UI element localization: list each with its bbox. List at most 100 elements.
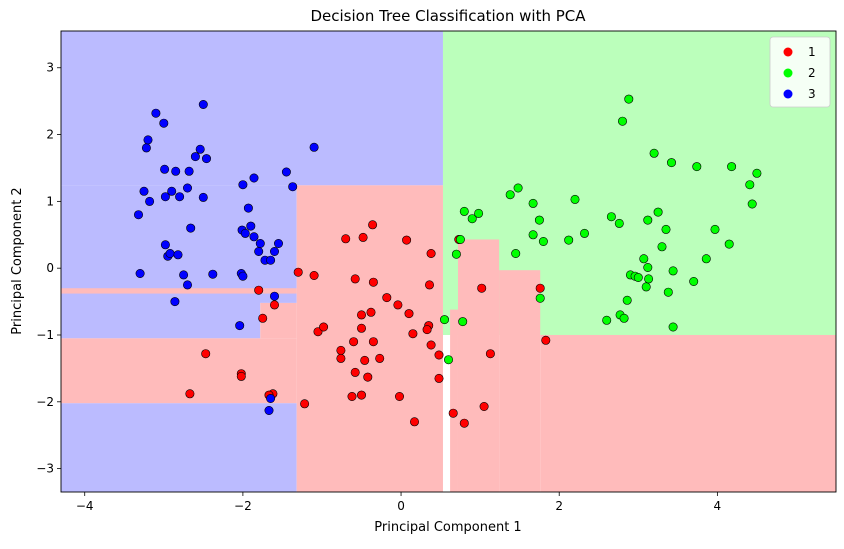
point-class-1 [426,340,436,350]
point-class-2 [606,212,616,222]
point-class-3 [143,135,153,145]
legend-label-2: 2 [808,66,816,80]
point-class-1 [402,235,412,245]
legend-marker-1 [783,47,793,57]
point-class-2 [614,218,624,228]
decision-region-class-1 [540,334,836,492]
point-class-2 [534,215,544,225]
point-class-3 [160,164,170,174]
point-class-3 [183,183,193,193]
decision-region-class-3 [61,31,443,186]
point-class-3 [159,118,169,128]
point-class-1 [434,373,444,383]
y-axis-label: Principal Component 2 [10,187,25,334]
point-class-2 [570,194,580,204]
point-class-3 [135,268,145,278]
point-class-2 [439,315,449,325]
point-class-3 [238,271,248,281]
point-class-3 [170,297,180,307]
point-class-3 [198,192,208,202]
decision-region-class-1 [457,239,500,492]
point-class-2 [689,276,699,286]
point-class-1 [477,283,487,293]
point-class-1 [185,389,195,399]
point-class-3 [198,100,208,110]
point-class-1 [368,220,378,230]
decision-region-class-3 [61,403,297,492]
point-class-1 [424,280,434,290]
decision-region-class-1 [61,288,297,294]
point-class-2 [513,183,523,193]
point-class-1 [269,300,279,310]
point-class-1 [422,325,432,335]
decision-regions [61,31,836,492]
point-class-2 [538,237,548,247]
point-class-2 [528,230,538,240]
point-class-3 [167,186,177,196]
point-class-1 [336,353,346,363]
data-points [134,94,762,428]
y-tick-label: 1 [46,194,54,208]
point-class-3 [139,186,149,196]
decision-region-class-1 [499,270,541,492]
point-class-3 [134,210,144,220]
point-class-1 [375,353,385,363]
point-class-2 [663,287,673,297]
y-tick-label: 0 [46,261,54,275]
point-class-2 [643,262,653,272]
point-class-3 [186,223,196,233]
point-class-1 [358,232,368,242]
point-class-2 [459,206,469,216]
point-class-2 [643,215,653,225]
point-class-1 [236,371,246,381]
chart-title: Decision Tree Classification with PCA [310,7,586,25]
point-class-3 [175,192,185,202]
point-class-2 [619,313,629,323]
point-class-3 [151,108,161,118]
point-class-2 [666,158,676,168]
point-class-1 [393,300,403,310]
point-class-1 [201,349,211,359]
point-class-2 [641,282,651,292]
point-class-3 [160,192,170,202]
y-tick-label: 3 [46,61,54,75]
point-class-1 [382,293,392,303]
point-class-3 [246,221,256,231]
point-class-3 [160,240,170,250]
point-class-3 [255,239,265,249]
point-class-3 [266,393,276,403]
point-class-3 [183,280,193,290]
x-tick-label: −4 [76,499,94,513]
point-class-2 [668,266,678,276]
point-class-2 [528,198,538,208]
point-class-3 [235,321,245,331]
point-class-2 [535,293,545,303]
point-class-1 [350,274,360,284]
point-class-2 [455,235,465,245]
point-class-3 [264,405,274,415]
point-class-3 [145,196,155,206]
point-class-2 [668,322,678,332]
point-class-2 [710,224,720,234]
point-class-2 [474,208,484,218]
point-class-1 [363,372,373,382]
point-class-2 [505,190,515,200]
point-class-2 [622,295,632,305]
point-class-1 [293,267,303,277]
legend-marker-3 [783,89,793,99]
decision-region-class-3 [61,293,261,339]
point-class-2 [639,254,649,264]
y-tick-label: 2 [46,128,54,142]
point-class-1 [368,337,378,347]
point-class-1 [368,277,378,287]
point-class-3 [281,167,291,177]
point-class-2 [701,254,711,264]
legend-box [769,36,831,108]
point-class-2 [724,239,734,249]
point-class-3 [243,203,253,213]
point-class-1 [341,234,351,244]
point-class-3 [165,249,175,259]
y-axis-ticks: −3 −2 −1 0 1 2 3 [36,61,61,476]
point-class-1 [479,401,489,411]
point-class-3 [238,180,248,190]
